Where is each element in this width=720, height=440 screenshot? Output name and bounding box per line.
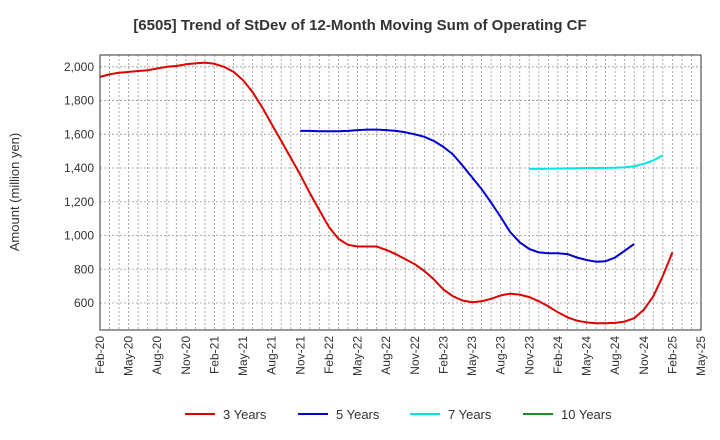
legend-label: 10 Years [561,407,612,422]
x-tick-label: Nov-23 [522,336,536,375]
legend-label: 3 Years [223,407,267,422]
y-tick-label: 1,600 [64,127,94,141]
y-tick-label: 1,400 [64,161,94,175]
legend: 3 Years 5 Years 7 Years 10 Years [185,407,612,422]
x-tick-label: Aug-21 [265,336,279,375]
x-tick-label: Nov-22 [408,336,422,375]
x-tick-label: Aug-22 [379,336,393,375]
legend-label: 7 Years [448,407,492,422]
x-tick-label: May-21 [236,336,250,376]
x-tick-label: Aug-24 [608,336,622,375]
x-tick-label: May-20 [122,336,136,376]
x-tick-label: Nov-21 [293,336,307,375]
x-tick-label: Feb-20 [93,336,107,374]
x-tick-label: May-23 [465,336,479,376]
x-tick-label: May-22 [351,336,365,376]
series-line-5-years [300,128,635,263]
series-line-3-years [99,61,674,325]
grid [100,55,701,330]
x-tick-label: May-24 [580,336,594,376]
y-axis-label: Amount (million yen) [7,133,22,252]
x-tick-label: Feb-22 [322,336,336,374]
legend-label: 5 Years [336,407,380,422]
y-tick-label: 600 [74,296,94,310]
chart-title: [6505] Trend of StDev of 12-Month Moving… [133,17,586,34]
x-tick-label: Feb-21 [207,336,221,374]
y-tick-label: 1,200 [64,195,94,209]
y-tick-labels: 600 800 1,000 1,200 1,400 1,600 1,800 2,000 [64,60,94,310]
series-line-7-years [529,154,664,170]
series-lines [99,61,674,325]
y-tick-label: 1,800 [64,94,94,108]
x-tick-label: Feb-25 [665,336,679,374]
y-tick-label: 2,000 [64,60,94,74]
x-tick-label: Aug-23 [494,336,508,375]
x-tick-label: May-25 [694,336,708,376]
x-tick-label: Feb-24 [551,336,565,374]
plot-frame [99,54,702,331]
y-tick-label: 800 [74,262,94,276]
x-tick-labels: Feb-20 May-20 Aug-20 Nov-20 Feb-21 May-21 Aug-… [93,336,708,376]
x-tick-label: Feb-23 [436,336,450,374]
y-tick-label: 1,000 [64,229,94,243]
x-tick-label: Nov-20 [179,336,193,375]
x-tick-label: Nov-24 [637,336,651,375]
x-tick-label: Aug-20 [150,336,164,375]
